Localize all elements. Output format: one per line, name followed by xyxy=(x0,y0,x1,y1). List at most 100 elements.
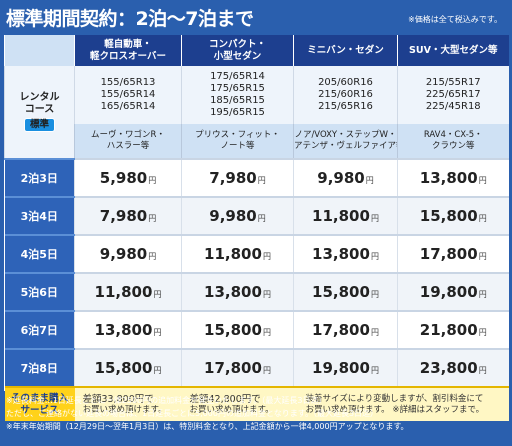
buy-note: 装着サイズにより変動しますが、割引料金にて xyxy=(305,393,484,404)
yen-unit: 円 xyxy=(148,176,157,185)
model-text: ムーヴ・ワゴンR・ xyxy=(91,130,165,140)
rental-course-label: コース xyxy=(24,104,55,115)
duration-label: 6泊7日 xyxy=(4,310,75,349)
price-cell: 7,980円 xyxy=(74,196,182,235)
price-cell: 7,980円 xyxy=(181,158,294,197)
buy-service-wide: 装着サイズにより変動しますが、割引料金にて お買い求め頂けます。 ※詳細はスタッ… xyxy=(293,386,509,421)
price-cell: 11,800円 xyxy=(74,272,182,311)
tire-size: 215/60R16 xyxy=(318,89,373,100)
yen-unit: 円 xyxy=(153,366,162,375)
duration-label: 7泊8日 xyxy=(4,348,75,387)
footnote-extension: ※延長料金…1日延長ごとに一律2500円の追加料金が発生いたします。（最大延長3… xyxy=(6,396,327,405)
price-table: 軽自動車・ 軽クロスオーバー コンパクト・ 小型セダン ミニバン・セダン SUV・大… xyxy=(4,35,509,421)
price-value: 9,980 xyxy=(99,245,148,263)
price-cell: 13,800円 xyxy=(74,310,182,349)
table-row: 6泊7日 13,800円 15,800円 17,800円 21,800円 xyxy=(4,310,509,349)
duration-label: 2泊3日 xyxy=(4,158,75,197)
yen-unit: 円 xyxy=(370,328,379,337)
tire-size: 155/65R13 xyxy=(100,77,156,88)
models-compact: プリウス・フィット・ ノート等 xyxy=(181,124,294,159)
price-rows: 2泊3日 5,980円 7,980円 9,980円 13,800円 3泊4日 7,980円 9… xyxy=(4,158,509,387)
price-cell: 9,980円 xyxy=(74,234,182,273)
price-value: 13,800 xyxy=(94,321,153,339)
duration-label: 5泊6日 xyxy=(4,272,75,311)
tire-size-row: レンタル コース 標準 155/65R13 155/65R14 165/65R1… xyxy=(4,66,509,159)
yen-unit: 円 xyxy=(153,290,162,299)
column-header-line: 軽クロスオーバー xyxy=(90,50,166,62)
buy-note: お買い求め頂けます。 xyxy=(82,404,167,415)
price-value: 9,980 xyxy=(317,169,365,187)
column-header-minivan: ミニバン・セダン xyxy=(293,35,398,66)
yen-unit: 円 xyxy=(262,328,271,337)
model-row: ムーヴ・ワゴンR・ ハスラー等 プリウス・フィット・ ノート等 ノア/VOXY・ステ… xyxy=(5,124,509,159)
yen-unit: 円 xyxy=(370,252,379,261)
tire-size: 175/65R15 xyxy=(210,83,265,94)
yen-unit: 円 xyxy=(478,252,487,261)
table-row: 3泊4日 7,980円 9,980円 11,800円 15,800円 xyxy=(4,196,509,235)
price-value: 11,800 xyxy=(312,207,370,225)
tire-size: 215/55R17 xyxy=(425,77,481,88)
tire-size: 205/60R16 xyxy=(318,77,373,88)
buy-difference: 差額42,800円で xyxy=(189,393,261,405)
buy-service-row: そのまま購入 サービス 差額33,800円で お買い求め頂けます。 差額42,8… xyxy=(4,386,509,421)
duration-label: 4泊5日 xyxy=(4,234,75,273)
yen-unit: 円 xyxy=(478,290,487,299)
buy-service-compact: 差額42,800円で お買い求め頂けます。 xyxy=(181,386,294,421)
buy-service-label: そのまま購入 サービス xyxy=(4,386,75,421)
rental-course-cell: レンタル コース 標準 xyxy=(4,66,75,159)
column-header-line: コンパクト・ xyxy=(208,38,266,50)
price-cell: 17,800円 xyxy=(181,348,294,387)
yen-unit: 円 xyxy=(370,214,379,223)
column-header-compact: コンパクト・ 小型セダン xyxy=(181,35,294,66)
model-text: ハスラー等 xyxy=(106,141,150,151)
price-cell: 17,800円 xyxy=(293,310,398,349)
table-row: 7泊8日 15,800円 17,800円 19,800円 23,800円 xyxy=(4,348,509,387)
yen-unit: 円 xyxy=(478,176,487,185)
price-cell: 15,800円 xyxy=(74,348,182,387)
tire-size: 195/65R15 xyxy=(210,107,265,118)
column-header-line: SUV・大型セダン等 xyxy=(409,44,498,56)
model-text: RAV4・CX-5・ xyxy=(423,130,483,140)
footnote-year-end: ※年末年始期間（12月29日〜翌年1月3日）は、特別料金となり、上記金額から一律… xyxy=(6,422,409,431)
price-cell: 9,980円 xyxy=(181,196,294,235)
rental-course-label: レンタル xyxy=(19,92,60,103)
models-kei: ムーヴ・ワゴンR・ ハスラー等 xyxy=(74,124,182,159)
price-value: 15,800 xyxy=(204,321,262,339)
yen-unit: 円 xyxy=(370,366,379,375)
tire-size: 185/65R15 xyxy=(210,95,265,106)
model-text: ノート等 xyxy=(220,141,255,151)
price-value: 19,800 xyxy=(419,283,478,301)
model-text: ノア/VOXY・ステップW・ xyxy=(294,130,397,140)
price-value: 23,800 xyxy=(419,359,478,377)
price-value: 11,800 xyxy=(94,283,153,301)
buy-service-kei: 差額33,800円で お買い求め頂けます。 xyxy=(74,386,182,421)
tire-size: 175/65R14 xyxy=(210,71,265,82)
price-cell: 19,800円 xyxy=(293,348,398,387)
price-cell: 15,800円 xyxy=(397,196,509,235)
column-header-line: 軽自動車・ xyxy=(104,38,152,50)
price-cell: 9,980円 xyxy=(293,158,398,197)
yen-unit: 円 xyxy=(478,366,487,375)
footnote-no-contact: ただし、ご連絡がない延長の場合は、1日延長ごとに5,000円の追加料金となります… xyxy=(6,409,379,418)
price-cell: 11,800円 xyxy=(181,234,294,273)
tire-sizes-compact: 175/65R14 175/65R15 185/65R15 195/65R15 xyxy=(181,66,294,124)
price-value: 17,800 xyxy=(419,245,478,263)
footnotes: ※延長料金…1日延長ごとに一律2500円の追加料金が発生いたします。（最大延長3… xyxy=(6,394,409,433)
header: 標準期間契約：2泊〜7泊まで ※価格は全て税込みです。 xyxy=(0,0,512,35)
price-value: 7,980 xyxy=(209,169,257,187)
price-cell: 21,800円 xyxy=(397,310,509,349)
tire-size: 165/65R14 xyxy=(100,101,156,112)
price-cell: 15,800円 xyxy=(293,272,398,311)
model-text: アテンザ・ヴェルファイア等 xyxy=(294,141,398,151)
tire-sizes-minivan: 205/60R16 215/60R16 215/65R16 xyxy=(293,66,398,124)
price-value: 13,800 xyxy=(204,283,262,301)
price-value: 7,980 xyxy=(99,207,148,225)
price-value: 11,800 xyxy=(204,245,262,263)
price-cell: 13,800円 xyxy=(181,272,294,311)
price-value: 5,980 xyxy=(99,169,148,187)
page-title: 標準期間契約：2泊〜7泊まで xyxy=(6,8,254,30)
column-header-row: 軽自動車・ 軽クロスオーバー コンパクト・ 小型セダン ミニバン・セダン SUV・大… xyxy=(4,35,509,66)
column-header-suv: SUV・大型セダン等 xyxy=(397,35,509,66)
buy-service-label-line: そのまま購入 xyxy=(10,392,68,404)
